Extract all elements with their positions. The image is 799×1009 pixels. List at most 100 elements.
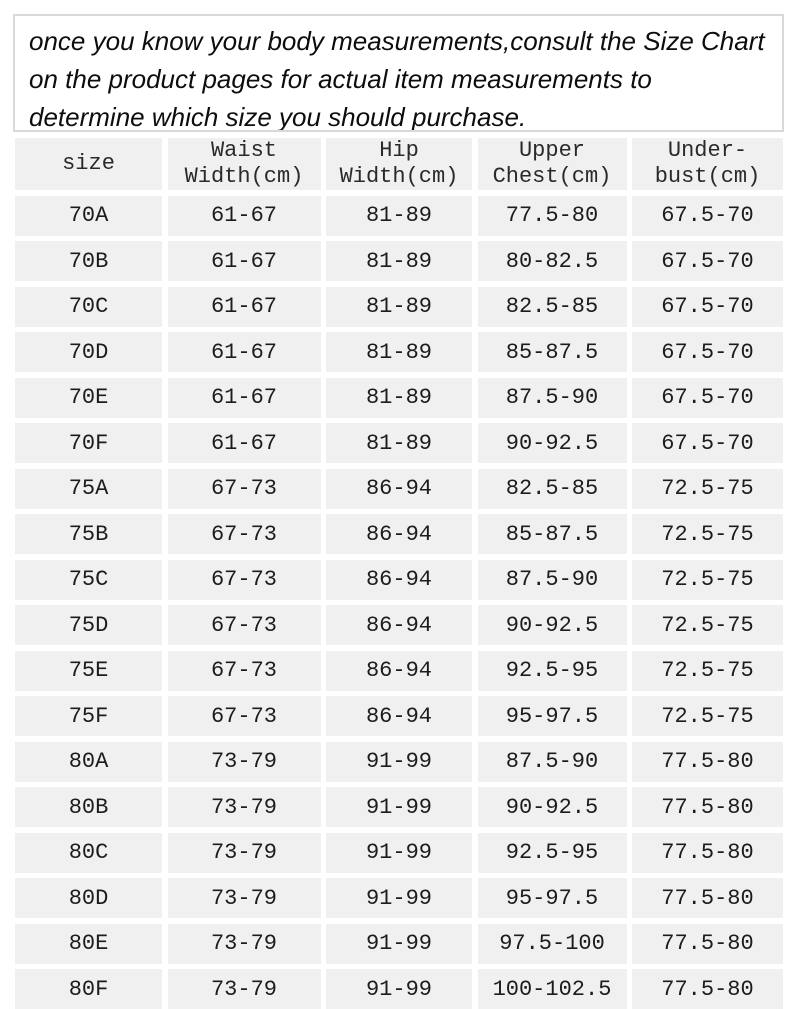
table-cell: 86-94 (326, 559, 472, 600)
size-label-cell: 70D (15, 332, 162, 372)
table-cell: 86-94 (326, 696, 472, 736)
table-cell: 87.5-90 (477, 559, 627, 600)
header-label: Chest(cm) (492, 164, 612, 189)
header-cell-hip: Hip Width(cm) (326, 138, 472, 190)
size-guide-note-line: determine which size you should purchase… (29, 102, 527, 132)
header-cell-upper-chest: Upper Chest(cm) (477, 138, 627, 190)
size-label-cell: 75F (15, 696, 162, 736)
size-label-cell: 75B (15, 514, 162, 554)
table-cell: 61-67 (167, 241, 321, 281)
table-cell: 72.5-75 (632, 696, 783, 736)
header-label: Hip (379, 138, 419, 163)
table-cell: 67-73 (167, 468, 321, 509)
table-cell: 73-79 (167, 741, 321, 782)
table-cell: 82.5-85 (477, 286, 627, 327)
table-cell: 95-97.5 (477, 878, 627, 918)
table-cell: 72.5-75 (632, 605, 783, 645)
table-cell: 92.5-95 (477, 832, 627, 873)
table-cell: 67.5-70 (632, 286, 783, 327)
table-cell: 77.5-80 (477, 195, 627, 236)
table-cell: 85-87.5 (477, 514, 627, 554)
table-cell: 73-79 (167, 832, 321, 873)
header-cell-size: size (15, 138, 162, 190)
table-cell: 90-92.5 (477, 605, 627, 645)
size-label-cell: 70C (15, 286, 162, 327)
table-cell: 61-67 (167, 332, 321, 372)
table-cell: 91-99 (326, 787, 472, 827)
table-cell: 81-89 (326, 241, 472, 281)
table-cell: 77.5-80 (632, 923, 783, 964)
table-cell: 81-89 (326, 286, 472, 327)
table-cell: 86-94 (326, 468, 472, 509)
table-cell: 77.5-80 (632, 969, 783, 1009)
size-label-cell: 80A (15, 741, 162, 782)
header-label: Under- (667, 138, 748, 163)
header-label: Upper (518, 138, 585, 163)
header-label: Waist (210, 138, 277, 163)
table-cell: 73-79 (167, 969, 321, 1009)
header-label: size (62, 151, 115, 176)
table-cell: 77.5-80 (632, 832, 783, 873)
header-cell-waist: Waist Width(cm) (167, 138, 321, 190)
table-cell: 73-79 (167, 878, 321, 918)
table-cell: 61-67 (167, 423, 321, 463)
table-cell: 67-73 (167, 514, 321, 554)
header-label: Width(cm) (184, 164, 304, 189)
table-cell: 72.5-75 (632, 514, 783, 554)
table-cell: 72.5-75 (632, 650, 783, 691)
table-cell: 91-99 (326, 923, 472, 964)
table-cell: 80-82.5 (477, 241, 627, 281)
table-cell: 81-89 (326, 195, 472, 236)
size-label-cell: 70F (15, 423, 162, 463)
header-cell-underbust: Under-bust(cm) (632, 138, 783, 190)
header-label: bust(cm) (654, 164, 761, 189)
size-label-cell: 80D (15, 878, 162, 918)
size-label-cell: 75C (15, 559, 162, 600)
table-cell: 67-73 (167, 605, 321, 645)
table-cell: 72.5-75 (632, 559, 783, 600)
size-label-cell: 70E (15, 377, 162, 418)
table-cell: 91-99 (326, 969, 472, 1009)
table-cell: 67.5-70 (632, 377, 783, 418)
table-cell: 97.5-100 (477, 923, 627, 964)
table-cell: 67-73 (167, 650, 321, 691)
size-guide-note-line: on the product pages for actual item mea… (29, 64, 652, 94)
table-cell: 100-102.5 (477, 969, 627, 1009)
table-cell: 81-89 (326, 332, 472, 372)
table-cell: 86-94 (326, 514, 472, 554)
table-cell: 67-73 (167, 559, 321, 600)
table-cell: 67-73 (167, 696, 321, 736)
table-cell: 87.5-90 (477, 741, 627, 782)
table-cell: 67.5-70 (632, 332, 783, 372)
table-cell: 91-99 (326, 878, 472, 918)
table-cell: 90-92.5 (477, 787, 627, 827)
table-cell: 82.5-85 (477, 468, 627, 509)
table-cell: 67.5-70 (632, 195, 783, 236)
header-label: Width(cm) (339, 164, 459, 189)
table-cell: 73-79 (167, 787, 321, 827)
size-label-cell: 80B (15, 787, 162, 827)
table-cell: 61-67 (167, 195, 321, 236)
table-cell: 61-67 (167, 286, 321, 327)
table-cell: 92.5-95 (477, 650, 627, 691)
table-cell: 67.5-70 (632, 423, 783, 463)
size-label-cell: 75A (15, 468, 162, 509)
table-cell: 95-97.5 (477, 696, 627, 736)
table-cell: 73-79 (167, 923, 321, 964)
size-guide-note: once you know your body measurements,con… (13, 14, 784, 132)
size-label-cell: 70A (15, 195, 162, 236)
table-cell: 67.5-70 (632, 241, 783, 281)
table-cell: 81-89 (326, 377, 472, 418)
table-cell: 85-87.5 (477, 332, 627, 372)
table-cell: 90-92.5 (477, 423, 627, 463)
size-guide-note-line: once you know your body measurements,con… (29, 26, 765, 56)
size-label-cell: 80C (15, 832, 162, 873)
table-cell: 61-67 (167, 377, 321, 418)
size-label-cell: 80F (15, 969, 162, 1009)
table-cell: 87.5-90 (477, 377, 627, 418)
size-chart-table: size Waist Width(cm) Hip Width(cm) Upper Chest… (15, 138, 783, 1009)
table-cell: 77.5-80 (632, 787, 783, 827)
size-label-cell: 70B (15, 241, 162, 281)
table-cell: 91-99 (326, 832, 472, 873)
table-cell: 77.5-80 (632, 741, 783, 782)
